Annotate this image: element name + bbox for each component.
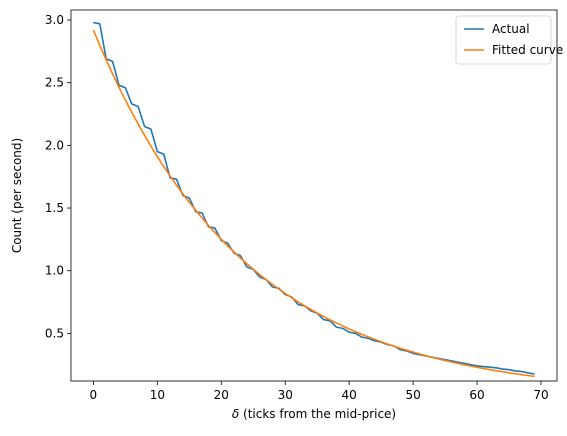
series-line-fitted-curve [92, 29, 535, 378]
y-tick-label: 0.5 [45, 326, 64, 340]
legend: Actual Fitted curve [455, 15, 563, 65]
x-axis-label: δ (ticks from the mid-price) [232, 407, 396, 421]
x-tick-label: 0 [90, 388, 98, 402]
y-tick-label: 1.0 [45, 264, 64, 278]
x-axis-label-symbol: δ [232, 407, 239, 421]
y-tick-label: 3.0 [45, 13, 64, 27]
x-tick-label: 30 [278, 388, 293, 402]
y-tick-label: 2.0 [45, 138, 64, 152]
y-axis-label: Count (per second) [10, 138, 24, 253]
plot-frame [70, 9, 558, 382]
x-tick-label: 10 [150, 388, 165, 402]
x-tick-label: 60 [469, 388, 484, 402]
legend-box [455, 15, 552, 65]
x-axis-label-text: (ticks from the mid-price) [239, 407, 396, 421]
y-axis: 0.5 1.0 1.5 2.0 2.5 3.0 [45, 13, 71, 340]
y-tick-label: 1.5 [45, 201, 64, 215]
plot-area [92, 21, 535, 378]
x-tick-label: 70 [533, 388, 548, 402]
legend-label: Fitted curve [492, 43, 563, 57]
x-tick-label: 40 [342, 388, 357, 402]
x-tick-label: 50 [405, 388, 420, 402]
y-tick-label: 2.5 [45, 76, 64, 90]
x-tick-label: 20 [214, 388, 229, 402]
x-axis: 0 10 20 30 40 50 60 70 [90, 381, 549, 402]
legend-label: Actual [492, 22, 530, 36]
